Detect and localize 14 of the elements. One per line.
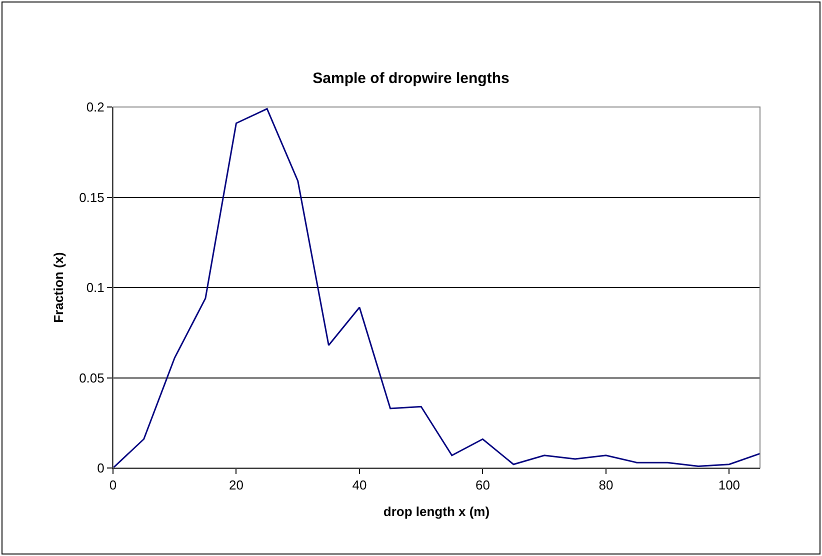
chart-title: Sample of dropwire lengths (312, 70, 510, 88)
x-tick-label: 40 (352, 478, 367, 493)
x-tick-label: 20 (229, 478, 244, 493)
y-tick-label: 0.05 (79, 370, 104, 386)
x-axis-title: drop length x (m) (383, 504, 490, 520)
y-tick-label: 0.2 (86, 100, 104, 115)
y-tick-label: 0 (97, 460, 104, 476)
x-tick-label: 80 (598, 478, 614, 493)
y-tick-label: 0.1 (86, 280, 104, 296)
y-axis-title: Fraction (x) (51, 252, 66, 323)
x-tick-label: 100 (718, 478, 740, 493)
x-tick-label: 60 (475, 478, 490, 493)
y-tick-label: 0.15 (79, 190, 104, 205)
x-tick-label: 0 (109, 478, 117, 493)
